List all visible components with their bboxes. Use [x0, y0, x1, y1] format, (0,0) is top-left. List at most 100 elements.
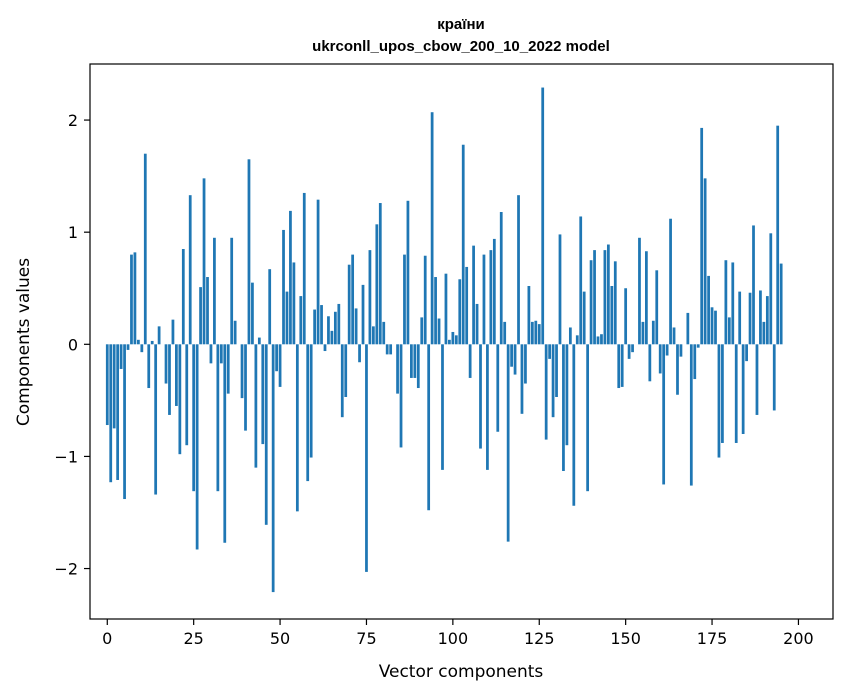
- bar: [544, 344, 548, 440]
- bar: [610, 286, 614, 345]
- bar: [223, 344, 227, 543]
- bar: [669, 218, 672, 345]
- bar: [423, 255, 427, 345]
- bar: [600, 334, 603, 345]
- bar: [344, 344, 348, 397]
- bar: [589, 260, 593, 345]
- bar: [441, 344, 444, 470]
- bar: [254, 344, 258, 468]
- bar: [454, 335, 458, 345]
- bar: [219, 344, 223, 364]
- bar: [340, 344, 344, 418]
- bar: [240, 344, 244, 399]
- bar: [627, 344, 631, 359]
- bar: [565, 344, 569, 446]
- bar: [541, 87, 545, 345]
- bar: [302, 192, 306, 345]
- x-tick-label: 125: [524, 629, 555, 648]
- bar: [396, 344, 399, 394]
- bar: [437, 318, 441, 345]
- bar: [693, 344, 697, 380]
- chart-subtitle: ukrconll_upos_cbow_200_10_2022 model: [312, 38, 610, 55]
- bar: [313, 309, 317, 345]
- bar: [513, 344, 517, 375]
- bar: [489, 250, 493, 345]
- bar: [233, 320, 237, 345]
- bar: [551, 344, 555, 418]
- bars-layer: [105, 87, 783, 593]
- x-tick-label: 200: [783, 629, 814, 648]
- bar: [548, 344, 551, 359]
- bar: [271, 344, 275, 593]
- bar: [275, 344, 278, 372]
- bar: [482, 254, 486, 345]
- bar: [171, 319, 175, 345]
- bar: [676, 344, 679, 395]
- bar: [461, 144, 465, 345]
- bar: [772, 344, 776, 411]
- y-tick-label: −1: [54, 447, 78, 466]
- bar: [620, 344, 624, 387]
- bar: [175, 344, 178, 406]
- bar: [154, 344, 158, 495]
- x-tick-label: 50: [270, 629, 290, 648]
- bar: [365, 344, 368, 572]
- bar: [734, 344, 738, 443]
- bar: [371, 326, 375, 345]
- bar: [375, 224, 379, 345]
- y-tick-label: 2: [68, 111, 78, 130]
- bar: [295, 344, 299, 512]
- bar: [105, 344, 109, 426]
- bar: [299, 296, 303, 345]
- bar: [309, 344, 313, 458]
- bar: [572, 344, 576, 506]
- bar: [603, 250, 607, 345]
- bar: [703, 178, 707, 345]
- bar: [738, 291, 742, 345]
- bar: [562, 344, 565, 471]
- bar: [721, 344, 724, 443]
- bar: [199, 287, 202, 345]
- bar: [143, 153, 147, 345]
- bar: [465, 266, 469, 345]
- bar: [389, 344, 393, 355]
- bar: [631, 344, 634, 353]
- bar: [278, 344, 282, 387]
- x-tick-label: 25: [183, 629, 203, 648]
- bar: [264, 344, 268, 525]
- bar: [130, 254, 133, 345]
- bar: [257, 337, 261, 345]
- bar: [230, 237, 234, 345]
- bar: [655, 270, 659, 345]
- bar: [727, 317, 731, 345]
- bar: [679, 344, 683, 357]
- bar: [147, 344, 151, 389]
- bar: [752, 225, 755, 345]
- bar: [306, 344, 310, 482]
- x-tick-label: 150: [610, 629, 641, 648]
- bar: [361, 284, 365, 345]
- bar: [530, 321, 534, 345]
- bar: [579, 216, 583, 345]
- bar: [420, 317, 424, 345]
- bar: [292, 262, 296, 345]
- bar: [289, 210, 292, 345]
- x-axis-label: Vector components: [379, 662, 544, 682]
- bar: [510, 344, 513, 367]
- bar: [202, 178, 206, 345]
- bar: [458, 279, 462, 345]
- bar: [714, 310, 717, 345]
- x-tick-label: 175: [697, 629, 728, 648]
- bar: [410, 344, 413, 378]
- bar: [358, 344, 361, 363]
- bar: [596, 336, 600, 345]
- bar: [534, 320, 538, 345]
- bar: [416, 344, 420, 389]
- bar: [776, 125, 780, 345]
- bar: [261, 344, 265, 445]
- bar: [226, 344, 230, 394]
- bar: [216, 344, 220, 492]
- bar: [430, 112, 434, 345]
- bar: [116, 344, 120, 480]
